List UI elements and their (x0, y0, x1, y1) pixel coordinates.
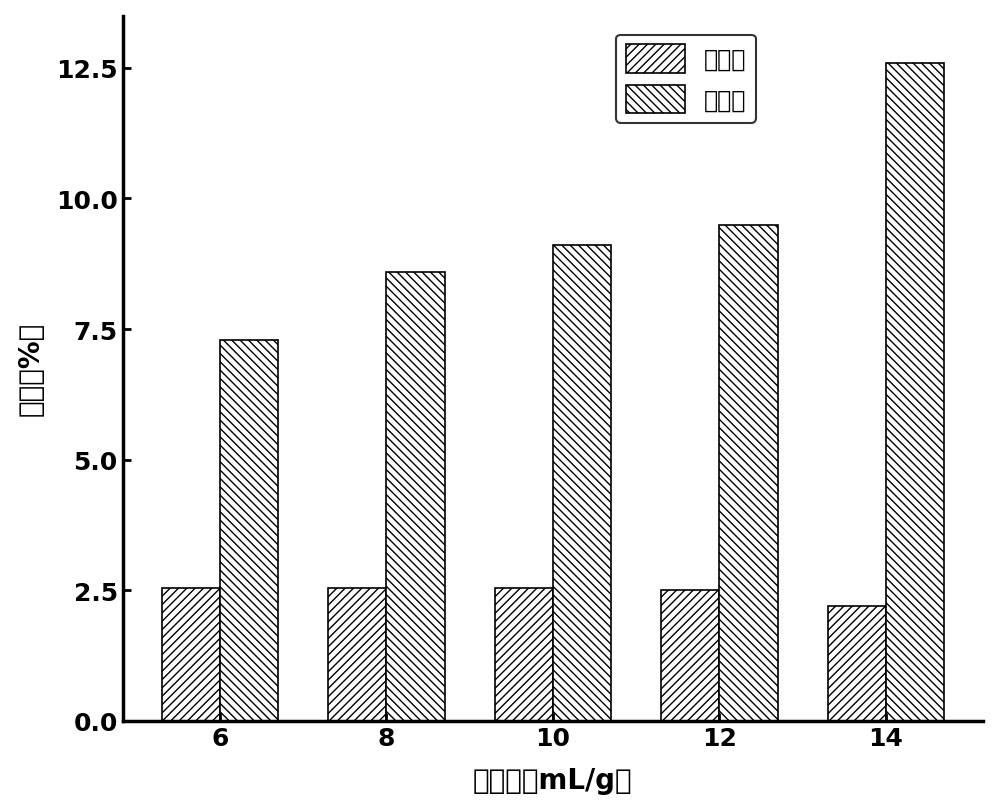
Bar (328, 588, 386, 721)
Bar (886, 63, 944, 721)
Bar (220, 340, 278, 721)
Y-axis label: 得率（%）: 得率（%） (17, 322, 45, 416)
Legend: 总黄酮, 总皋苷: 总黄酮, 总皋苷 (616, 36, 756, 123)
Bar (661, 590, 719, 721)
Bar (162, 588, 220, 721)
Bar (386, 272, 445, 721)
Bar (719, 225, 778, 721)
X-axis label: 液固比（mL/g）: 液固比（mL/g） (473, 766, 633, 794)
Bar (828, 606, 886, 721)
Bar (553, 247, 611, 721)
Bar (495, 588, 553, 721)
